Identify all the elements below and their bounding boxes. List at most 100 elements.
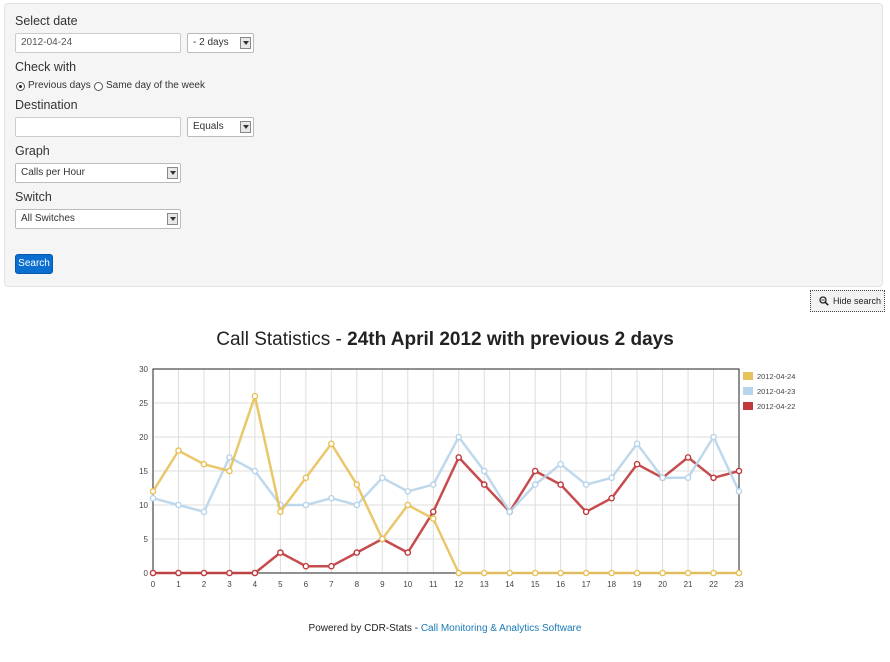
data-point: [379, 474, 386, 482]
data-point: [302, 501, 310, 509]
data-point: [506, 508, 513, 516]
graph-select[interactable]: Calls per Hour: [15, 163, 181, 183]
switch-label: Switch: [15, 190, 52, 204]
data-point: [175, 447, 182, 454]
y-tick-label: 30: [139, 365, 148, 374]
data-point: [710, 474, 717, 482]
data-point: [531, 569, 539, 577]
data-point: [353, 549, 361, 556]
legend-label: 2012-04-22: [757, 402, 795, 411]
data-point: [633, 440, 641, 448]
footer-link[interactable]: Call Monitoring & Analytics Software: [420, 623, 582, 634]
search-button[interactable]: Search: [15, 254, 53, 274]
legend-swatch: [743, 387, 753, 395]
chart-title-prefix: Call Statistics -: [216, 329, 348, 350]
data-point: [608, 569, 615, 577]
x-tick-label: 5: [278, 580, 283, 589]
days-select[interactable]: - 2 days: [187, 33, 254, 53]
data-point: [251, 392, 259, 400]
y-tick-label: 0: [144, 569, 149, 578]
x-tick-label: 0: [151, 580, 156, 589]
data-point: [735, 467, 743, 475]
data-point: [557, 481, 564, 488]
x-tick-label: 16: [556, 580, 565, 589]
radio-previous-days-label: Previous days: [28, 80, 91, 91]
switch-select-value: All Switches: [21, 213, 75, 224]
data-point: [633, 569, 641, 577]
data-point: [582, 569, 590, 577]
data-point: [379, 535, 386, 543]
x-tick-label: 14: [505, 580, 514, 589]
x-tick-label: 22: [709, 580, 718, 589]
destination-input[interactable]: [15, 117, 181, 137]
data-point: [277, 549, 284, 556]
zoom-icon: [819, 296, 829, 306]
data-point: [302, 562, 310, 570]
data-point: [200, 508, 208, 516]
data-point: [582, 508, 590, 516]
date-input[interactable]: 2012-04-24: [15, 33, 181, 53]
legend-label: 2012-04-23: [757, 387, 795, 396]
radio-same-day-label: Same day of the week: [106, 80, 205, 91]
hide-search-label: Hide search: [833, 296, 882, 306]
x-tick-label: 11: [429, 580, 438, 589]
data-point: [710, 569, 717, 577]
data-point: [328, 562, 335, 570]
x-tick-label: 4: [253, 580, 258, 589]
data-point: [429, 481, 437, 488]
data-point: [200, 569, 208, 577]
legend-swatch: [743, 402, 753, 410]
data-point: [429, 508, 437, 516]
data-point: [659, 474, 666, 482]
footer: Powered by CDR-Stats - Call Monitoring &…: [0, 623, 890, 634]
data-point: [226, 467, 233, 475]
destination-label: Destination: [15, 98, 78, 112]
data-point: [404, 549, 412, 556]
radio-previous-days[interactable]: [16, 82, 25, 91]
data-point: [659, 569, 666, 577]
data-point: [200, 460, 208, 468]
data-point: [429, 515, 437, 522]
series-line-2012-04-22: [153, 456, 740, 575]
data-point: [455, 433, 463, 441]
y-tick-label: 5: [144, 535, 149, 544]
x-tick-label: 10: [403, 580, 412, 589]
data-point: [328, 440, 335, 448]
x-tick-label: 3: [227, 580, 232, 589]
equals-select[interactable]: Equals: [187, 117, 254, 137]
data-point: [684, 454, 692, 461]
data-point: [404, 488, 412, 495]
x-tick-label: 8: [355, 580, 360, 589]
hide-search-button[interactable]: Hide search: [810, 290, 885, 312]
footer-text: Powered by CDR-Stats -: [308, 623, 421, 634]
data-point: [480, 569, 488, 577]
x-tick-label: 21: [684, 580, 693, 589]
data-point: [226, 569, 233, 577]
data-point: [175, 501, 182, 509]
x-tick-label: 6: [304, 580, 309, 589]
data-point: [353, 501, 361, 509]
y-tick-label: 25: [139, 399, 148, 408]
y-tick-label: 15: [139, 467, 148, 476]
data-point: [735, 569, 743, 577]
data-point: [582, 481, 590, 488]
select-date-label: Select date: [15, 14, 78, 28]
radio-same-day[interactable]: [94, 82, 103, 91]
x-tick-label: 20: [658, 580, 667, 589]
data-point: [506, 569, 513, 577]
chart-title-bold: 24th April 2012 with previous 2 days: [347, 329, 674, 350]
data-point: [531, 467, 539, 475]
switch-select[interactable]: All Switches: [15, 209, 181, 229]
data-point: [149, 494, 157, 502]
data-point: [531, 481, 539, 488]
data-point: [710, 433, 717, 441]
data-point: [226, 454, 233, 461]
data-point: [608, 494, 615, 502]
data-point: [302, 474, 310, 482]
data-point: [684, 569, 692, 577]
data-point: [277, 508, 284, 516]
legend-label: 2012-04-24: [757, 372, 795, 381]
check-with-label: Check with: [15, 60, 77, 74]
series-line-2012-04-23: [152, 435, 741, 514]
data-point: [480, 467, 488, 475]
